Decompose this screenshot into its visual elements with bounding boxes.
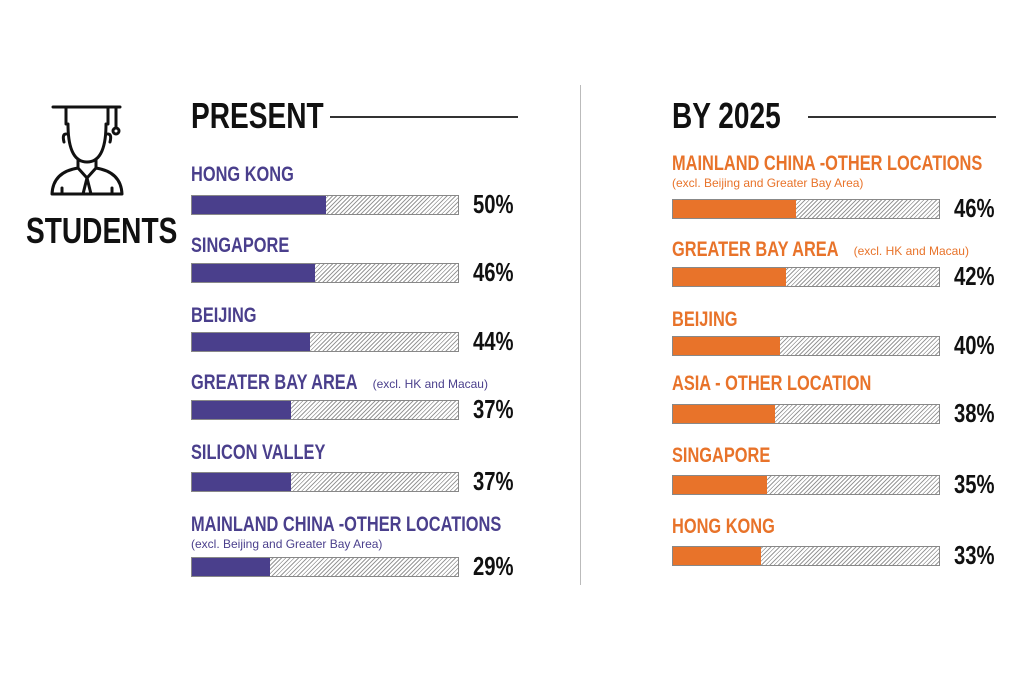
data-label: 37% bbox=[473, 466, 525, 497]
data-label-text: 29% bbox=[473, 551, 514, 581]
present-title: PRESENT bbox=[191, 95, 361, 137]
data-label-text: 37% bbox=[473, 466, 514, 496]
title-rule bbox=[808, 116, 996, 118]
chart-title: PRESENT bbox=[191, 95, 324, 136]
category-label: ASIA - OTHER LOCATION bbox=[672, 372, 928, 396]
category-label: HONG KONG bbox=[191, 163, 323, 187]
category-name: SILICON VALLEY bbox=[191, 441, 326, 464]
category-name: MAINLAND CHINA -OTHER LOCATIONS bbox=[191, 513, 502, 536]
category-label: GREATER BAY AREA (excl. HK and Macau) bbox=[672, 238, 969, 262]
bar-fill bbox=[673, 476, 767, 494]
data-label: 33% bbox=[954, 540, 1006, 571]
data-label-text: 42% bbox=[954, 261, 995, 291]
bar-fill bbox=[192, 401, 292, 419]
bar-fill bbox=[192, 558, 270, 576]
bar-track bbox=[191, 472, 459, 492]
category-name: GREATER BAY AREA bbox=[672, 238, 839, 261]
bar-fill bbox=[192, 333, 310, 351]
data-label-text: 38% bbox=[954, 398, 995, 428]
divider bbox=[580, 85, 581, 585]
category-label: BEIJING bbox=[191, 304, 275, 328]
data-label-text: 37% bbox=[473, 394, 514, 424]
by-2025-title: BY 2025 bbox=[672, 95, 811, 137]
category-name: ASIA - OTHER LOCATION bbox=[672, 372, 872, 395]
category-label: GREATER BAY AREA (excl. HK and Macau) bbox=[191, 371, 488, 395]
category-label: BEIJING bbox=[672, 308, 756, 332]
data-label-text: 40% bbox=[954, 330, 995, 360]
bar-track bbox=[672, 267, 940, 287]
data-label-text: 35% bbox=[954, 469, 995, 499]
bar-track bbox=[672, 199, 940, 219]
bar-fill bbox=[673, 547, 762, 565]
bar-track bbox=[672, 475, 940, 495]
data-label-text: 50% bbox=[473, 189, 514, 219]
bar-fill bbox=[673, 268, 786, 286]
bar-fill bbox=[673, 337, 781, 355]
data-label: 44% bbox=[473, 326, 525, 357]
bar-fill bbox=[192, 473, 292, 491]
category-name: BEIJING bbox=[191, 304, 257, 327]
category-name: HONG KONG bbox=[191, 163, 294, 186]
category-note: (excl. Beijing and Greater Bay Area) bbox=[672, 176, 864, 190]
bar-track bbox=[672, 336, 940, 356]
bar-track bbox=[191, 557, 459, 577]
bar-track bbox=[191, 195, 459, 215]
category-note: (excl. HK and Macau) bbox=[853, 244, 969, 258]
category-name: GREATER BAY AREA bbox=[191, 371, 358, 394]
bar-track bbox=[672, 404, 940, 424]
category-name: BEIJING bbox=[672, 308, 738, 331]
bar-fill bbox=[673, 200, 797, 218]
category-label: SILICON VALLEY bbox=[191, 441, 363, 465]
category-label: HONG KONG bbox=[672, 515, 804, 539]
data-label: 46% bbox=[473, 257, 525, 288]
students-label: STUDENTS bbox=[26, 210, 178, 251]
category-name: MAINLAND CHINA -OTHER LOCATIONS bbox=[672, 152, 983, 175]
data-label-text: 33% bbox=[954, 540, 995, 570]
graduate-student-icon bbox=[50, 105, 124, 196]
category-note: (excl. HK and Macau) bbox=[372, 377, 488, 391]
category-label: SINGAPORE bbox=[672, 444, 798, 468]
bar-fill bbox=[192, 264, 316, 282]
category-name: SINGAPORE bbox=[191, 234, 290, 257]
bar-track bbox=[191, 332, 459, 352]
category-note: (excl. Beijing and Greater Bay Area) bbox=[191, 537, 383, 551]
data-label: 42% bbox=[954, 261, 1006, 292]
data-label: 37% bbox=[473, 394, 525, 425]
category-name: HONG KONG bbox=[672, 515, 775, 538]
category-name: SINGAPORE bbox=[672, 444, 771, 467]
data-label: 50% bbox=[473, 189, 525, 220]
data-label: 46% bbox=[954, 193, 1006, 224]
category-label: MAINLAND CHINA -OTHER LOCATIONS bbox=[672, 152, 1024, 176]
title-rule bbox=[330, 116, 518, 118]
bar-fill bbox=[192, 196, 326, 214]
data-label: 29% bbox=[473, 551, 525, 582]
data-label-text: 46% bbox=[954, 193, 995, 223]
data-label: 38% bbox=[954, 398, 1006, 429]
bar-track bbox=[191, 263, 459, 283]
data-label-text: 46% bbox=[473, 257, 514, 287]
category-label: MAINLAND CHINA -OTHER LOCATIONS bbox=[191, 513, 589, 537]
data-label: 40% bbox=[954, 330, 1006, 361]
data-label: 35% bbox=[954, 469, 1006, 500]
bar-fill bbox=[673, 405, 775, 423]
data-label-text: 44% bbox=[473, 326, 514, 356]
category-label: SINGAPORE bbox=[191, 234, 317, 258]
bar-track bbox=[672, 546, 940, 566]
bar-track bbox=[191, 400, 459, 420]
chart-title: BY 2025 bbox=[672, 95, 781, 136]
